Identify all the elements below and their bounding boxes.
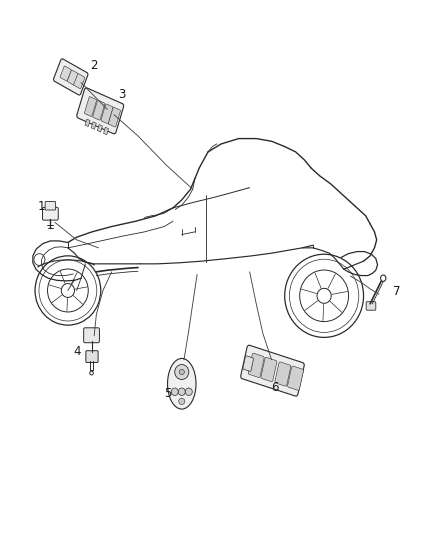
Text: 7: 7 xyxy=(392,285,400,298)
FancyBboxPatch shape xyxy=(77,88,124,134)
FancyBboxPatch shape xyxy=(74,74,85,88)
Bar xyxy=(97,125,102,132)
FancyBboxPatch shape xyxy=(85,96,96,116)
FancyBboxPatch shape xyxy=(288,366,304,390)
FancyBboxPatch shape xyxy=(67,70,78,85)
Ellipse shape xyxy=(167,358,196,409)
Bar xyxy=(85,119,90,126)
Text: 3: 3 xyxy=(118,88,125,101)
FancyBboxPatch shape xyxy=(366,302,376,310)
Ellipse shape xyxy=(185,388,192,395)
Ellipse shape xyxy=(179,369,184,375)
FancyBboxPatch shape xyxy=(101,104,113,124)
Ellipse shape xyxy=(171,388,178,395)
FancyBboxPatch shape xyxy=(53,59,88,95)
Bar xyxy=(103,127,109,135)
Text: 4: 4 xyxy=(73,345,81,358)
Ellipse shape xyxy=(178,388,185,395)
FancyBboxPatch shape xyxy=(45,201,56,210)
Text: 1: 1 xyxy=(38,200,46,213)
FancyBboxPatch shape xyxy=(248,353,264,377)
Text: 2: 2 xyxy=(90,59,98,71)
FancyBboxPatch shape xyxy=(108,107,120,127)
FancyBboxPatch shape xyxy=(275,362,291,386)
FancyBboxPatch shape xyxy=(84,328,99,343)
FancyBboxPatch shape xyxy=(42,207,58,220)
Text: 6: 6 xyxy=(271,381,279,394)
Ellipse shape xyxy=(179,398,185,405)
FancyBboxPatch shape xyxy=(243,356,254,372)
FancyBboxPatch shape xyxy=(60,66,71,81)
FancyBboxPatch shape xyxy=(261,357,277,382)
Bar xyxy=(91,122,96,130)
FancyBboxPatch shape xyxy=(86,351,98,362)
Ellipse shape xyxy=(175,365,189,379)
FancyBboxPatch shape xyxy=(241,345,304,396)
Text: 5: 5 xyxy=(164,387,171,400)
FancyBboxPatch shape xyxy=(93,100,105,120)
